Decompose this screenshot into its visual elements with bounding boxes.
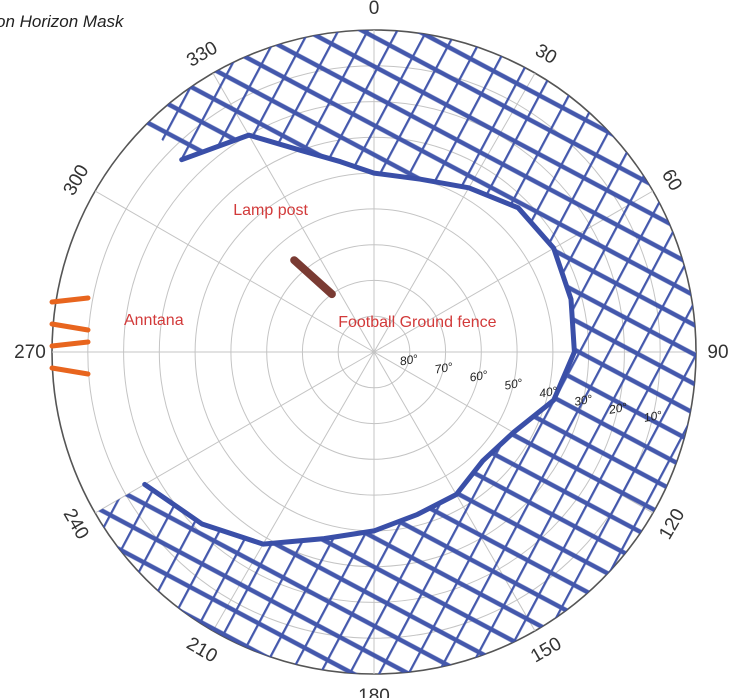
azimuth-label-30: 30	[531, 40, 560, 69]
mask-hatch-fill	[95, 30, 696, 675]
elevation-label-80: 80°	[399, 351, 419, 368]
elevation-label-70: 70°	[434, 360, 454, 377]
elevation-label-20: 20°	[607, 400, 628, 417]
azimuth-label-270: 270	[14, 342, 46, 363]
mask-boundary-line	[142, 132, 577, 547]
annotation-label: Lamp post	[233, 202, 308, 219]
obstacle-marks	[49, 256, 336, 377]
antenna-mark	[49, 365, 91, 377]
azimuth-label-150: 150	[527, 633, 565, 667]
chart-title: on Horizon Mask	[0, 12, 125, 31]
elevation-label-10: 10°	[643, 408, 664, 425]
azimuth-label-300: 300	[60, 161, 94, 199]
azimuth-label-330: 330	[183, 38, 221, 72]
antenna-mark	[49, 295, 91, 305]
annotation-label: Anntana	[124, 312, 184, 329]
horizon-mask-region	[95, 30, 696, 675]
antenna-mark	[49, 321, 91, 333]
azimuth-label-120: 120	[655, 505, 689, 543]
lamp-post-mark	[290, 256, 336, 299]
annotation-label: Football Ground fence	[338, 314, 496, 331]
azimuth-label-0: 0	[369, 0, 380, 19]
elevation-label-60: 60°	[468, 368, 488, 385]
antenna-mark	[49, 339, 91, 349]
azimuth-spoke-300	[94, 190, 375, 353]
azimuth-label-60: 60	[657, 166, 686, 195]
elevation-label-40: 40°	[538, 384, 559, 401]
azimuth-label-180: 180	[358, 686, 390, 698]
azimuth-spoke-240	[94, 351, 375, 514]
azimuth-label-210: 210	[183, 633, 221, 667]
azimuth-label-240: 240	[59, 505, 93, 543]
elevation-label-30: 30°	[573, 392, 594, 409]
azimuth-label-90: 90	[707, 342, 728, 363]
elevation-label-50: 50°	[503, 376, 523, 393]
